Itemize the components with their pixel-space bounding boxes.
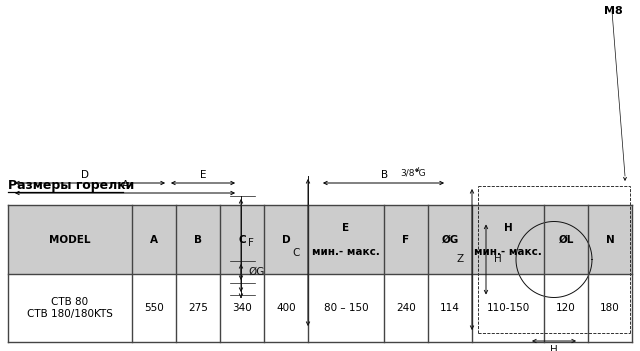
Text: H

мин.- макс.: H мин.- макс. (474, 223, 542, 257)
Text: ØL: ØL (558, 234, 573, 245)
Text: M8: M8 (604, 6, 623, 16)
Text: E: E (200, 170, 206, 180)
Text: ØG: ØG (442, 234, 459, 245)
Text: 3/8"G: 3/8"G (400, 168, 426, 177)
Text: D: D (81, 170, 89, 180)
Text: F: F (248, 238, 254, 248)
Text: F: F (403, 234, 410, 245)
Text: C: C (292, 248, 300, 258)
Text: 550: 550 (144, 303, 164, 313)
Text: N: N (605, 234, 614, 245)
Text: 240: 240 (396, 303, 416, 313)
Text: Размеры горелки: Размеры горелки (8, 179, 134, 192)
Text: 80 – 150: 80 – 150 (324, 303, 368, 313)
Text: 110-150: 110-150 (486, 303, 530, 313)
Text: H: H (550, 345, 558, 351)
Text: A: A (122, 180, 129, 190)
Text: H: H (494, 254, 502, 265)
Text: ØG: ØG (248, 267, 264, 277)
Text: B: B (194, 234, 202, 245)
Text: 180: 180 (600, 303, 620, 313)
Text: СТВ 80
СТВ 180/180KTS: СТВ 80 СТВ 180/180KTS (27, 297, 113, 319)
Text: 400: 400 (276, 303, 296, 313)
Text: 114: 114 (440, 303, 460, 313)
Text: 120: 120 (556, 303, 576, 313)
Text: Z: Z (457, 254, 464, 265)
Text: C: C (238, 234, 246, 245)
Text: D: D (282, 234, 291, 245)
Text: MODEL: MODEL (49, 234, 91, 245)
Bar (8, 205, 632, 274)
Text: A: A (150, 234, 158, 245)
Text: E

мин.- макс.: E мин.- макс. (312, 223, 380, 257)
Text: B: B (381, 170, 388, 180)
Text: 275: 275 (188, 303, 208, 313)
Text: 340: 340 (232, 303, 252, 313)
